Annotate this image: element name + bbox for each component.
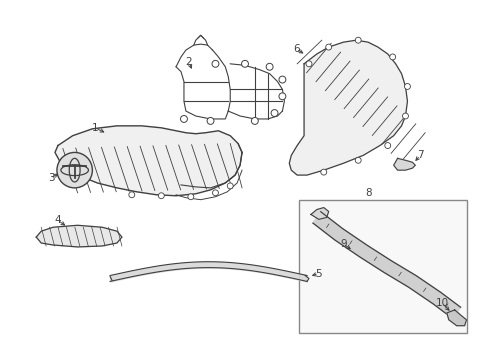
- Circle shape: [390, 54, 395, 60]
- Bar: [299, 200, 466, 333]
- Circle shape: [355, 37, 361, 43]
- Polygon shape: [313, 212, 461, 319]
- Text: 9: 9: [340, 239, 347, 249]
- Circle shape: [251, 117, 258, 124]
- Text: 7: 7: [417, 150, 423, 161]
- Polygon shape: [311, 208, 329, 219]
- Circle shape: [306, 61, 312, 67]
- Text: 6: 6: [293, 44, 299, 54]
- Text: 4: 4: [54, 215, 61, 225]
- Circle shape: [326, 44, 332, 50]
- Polygon shape: [55, 126, 242, 196]
- Circle shape: [242, 60, 248, 67]
- Text: 5: 5: [316, 269, 322, 279]
- Circle shape: [321, 169, 327, 175]
- Text: 3: 3: [48, 173, 54, 183]
- Polygon shape: [289, 40, 408, 175]
- Circle shape: [271, 109, 278, 117]
- Polygon shape: [393, 158, 416, 170]
- Circle shape: [207, 117, 214, 124]
- Polygon shape: [36, 225, 122, 247]
- Polygon shape: [447, 310, 466, 326]
- Circle shape: [129, 192, 135, 198]
- Circle shape: [385, 143, 391, 148]
- Circle shape: [405, 84, 411, 89]
- Circle shape: [227, 183, 233, 189]
- Text: 8: 8: [365, 188, 371, 198]
- Circle shape: [188, 194, 194, 200]
- Circle shape: [180, 116, 187, 122]
- Circle shape: [402, 113, 409, 119]
- Circle shape: [212, 60, 219, 67]
- Circle shape: [355, 157, 361, 163]
- Circle shape: [266, 63, 273, 70]
- Text: 2: 2: [186, 57, 192, 67]
- Text: 1: 1: [92, 123, 98, 133]
- Circle shape: [57, 152, 93, 188]
- Circle shape: [279, 93, 286, 100]
- Circle shape: [158, 193, 164, 199]
- Circle shape: [213, 190, 219, 196]
- Text: 10: 10: [435, 298, 448, 308]
- Circle shape: [279, 76, 286, 83]
